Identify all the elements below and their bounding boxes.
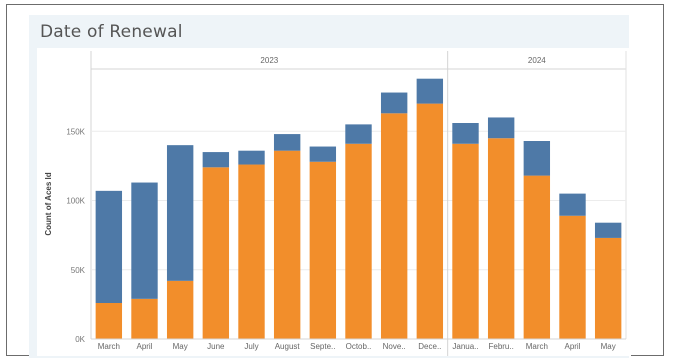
- year-group-label: 2023: [260, 56, 278, 65]
- bar-segment-blue: [487, 117, 515, 139]
- x-tick-label: Octob..: [346, 342, 372, 351]
- y-tick-label: 50K: [71, 266, 86, 275]
- bar-segment-blue: [559, 193, 586, 216]
- bar-segment-orange: [380, 113, 408, 339]
- x-tick-label: Nove..: [383, 342, 406, 351]
- x-tick-label: April: [564, 342, 580, 351]
- bar-segment-blue: [523, 141, 551, 176]
- chart-title: Date of Renewal: [40, 22, 183, 42]
- x-tick-label: Janua..: [452, 342, 478, 351]
- bar-segment-orange: [309, 161, 337, 339]
- bar-segment-orange: [345, 143, 372, 339]
- bar-segment-blue: [238, 150, 265, 165]
- y-tick-label: 150K: [66, 127, 85, 136]
- bar-segment-orange: [523, 175, 551, 339]
- x-tick-label: July: [244, 342, 258, 351]
- bar-segment-blue: [594, 222, 622, 238]
- bar-segment-blue: [273, 134, 301, 151]
- bar-segment-blue: [380, 92, 408, 114]
- bar-segment-blue: [95, 190, 123, 303]
- x-tick-label: March: [526, 342, 548, 351]
- bar-segment-orange: [559, 215, 586, 339]
- x-tick-label: May: [601, 342, 616, 351]
- x-tick-label: Dece..: [418, 342, 441, 351]
- x-tick-label: March: [98, 342, 120, 351]
- x-tick-label: Septe..: [310, 342, 335, 351]
- bar-segment-blue: [131, 182, 158, 299]
- bar-segment-orange: [452, 143, 479, 339]
- bar-segment-orange: [594, 237, 622, 339]
- bar-segment-blue: [309, 146, 337, 162]
- bar-segment-blue: [416, 78, 444, 104]
- x-tick-label: August: [275, 342, 301, 351]
- bar-segment-blue: [166, 145, 194, 281]
- bar-segment-orange: [95, 303, 123, 339]
- year-group-label: 2024: [528, 56, 546, 65]
- y-axis-label: Count of Aces Id: [44, 172, 53, 235]
- bar-segment-blue: [202, 152, 230, 168]
- bar-segment-orange: [416, 103, 444, 339]
- bar-segment-orange: [202, 167, 230, 339]
- bar-segment-blue: [452, 123, 479, 144]
- bar-chart: 0K 50K 100K 150K Count of Aces Id 2023 2024 Mar…: [44, 51, 627, 357]
- chart-area: 0K 50K 100K 150K Count of Aces Id 2023 2024 Mar…: [37, 48, 631, 357]
- y-tick-label: 100K: [66, 197, 85, 206]
- bar-segment-blue: [345, 124, 372, 144]
- bar-segment-orange: [273, 150, 301, 339]
- x-tick-label: May: [173, 342, 188, 351]
- x-tick-label: Febru..: [488, 342, 513, 351]
- y-tick-label: 0K: [75, 335, 85, 344]
- bar-segment-orange: [487, 138, 515, 339]
- x-tick-label: April: [136, 342, 152, 351]
- bar-segment-orange: [166, 280, 194, 339]
- bar-segment-orange: [131, 298, 158, 339]
- bar-segment-orange: [238, 164, 265, 339]
- x-tick-label: June: [207, 342, 225, 351]
